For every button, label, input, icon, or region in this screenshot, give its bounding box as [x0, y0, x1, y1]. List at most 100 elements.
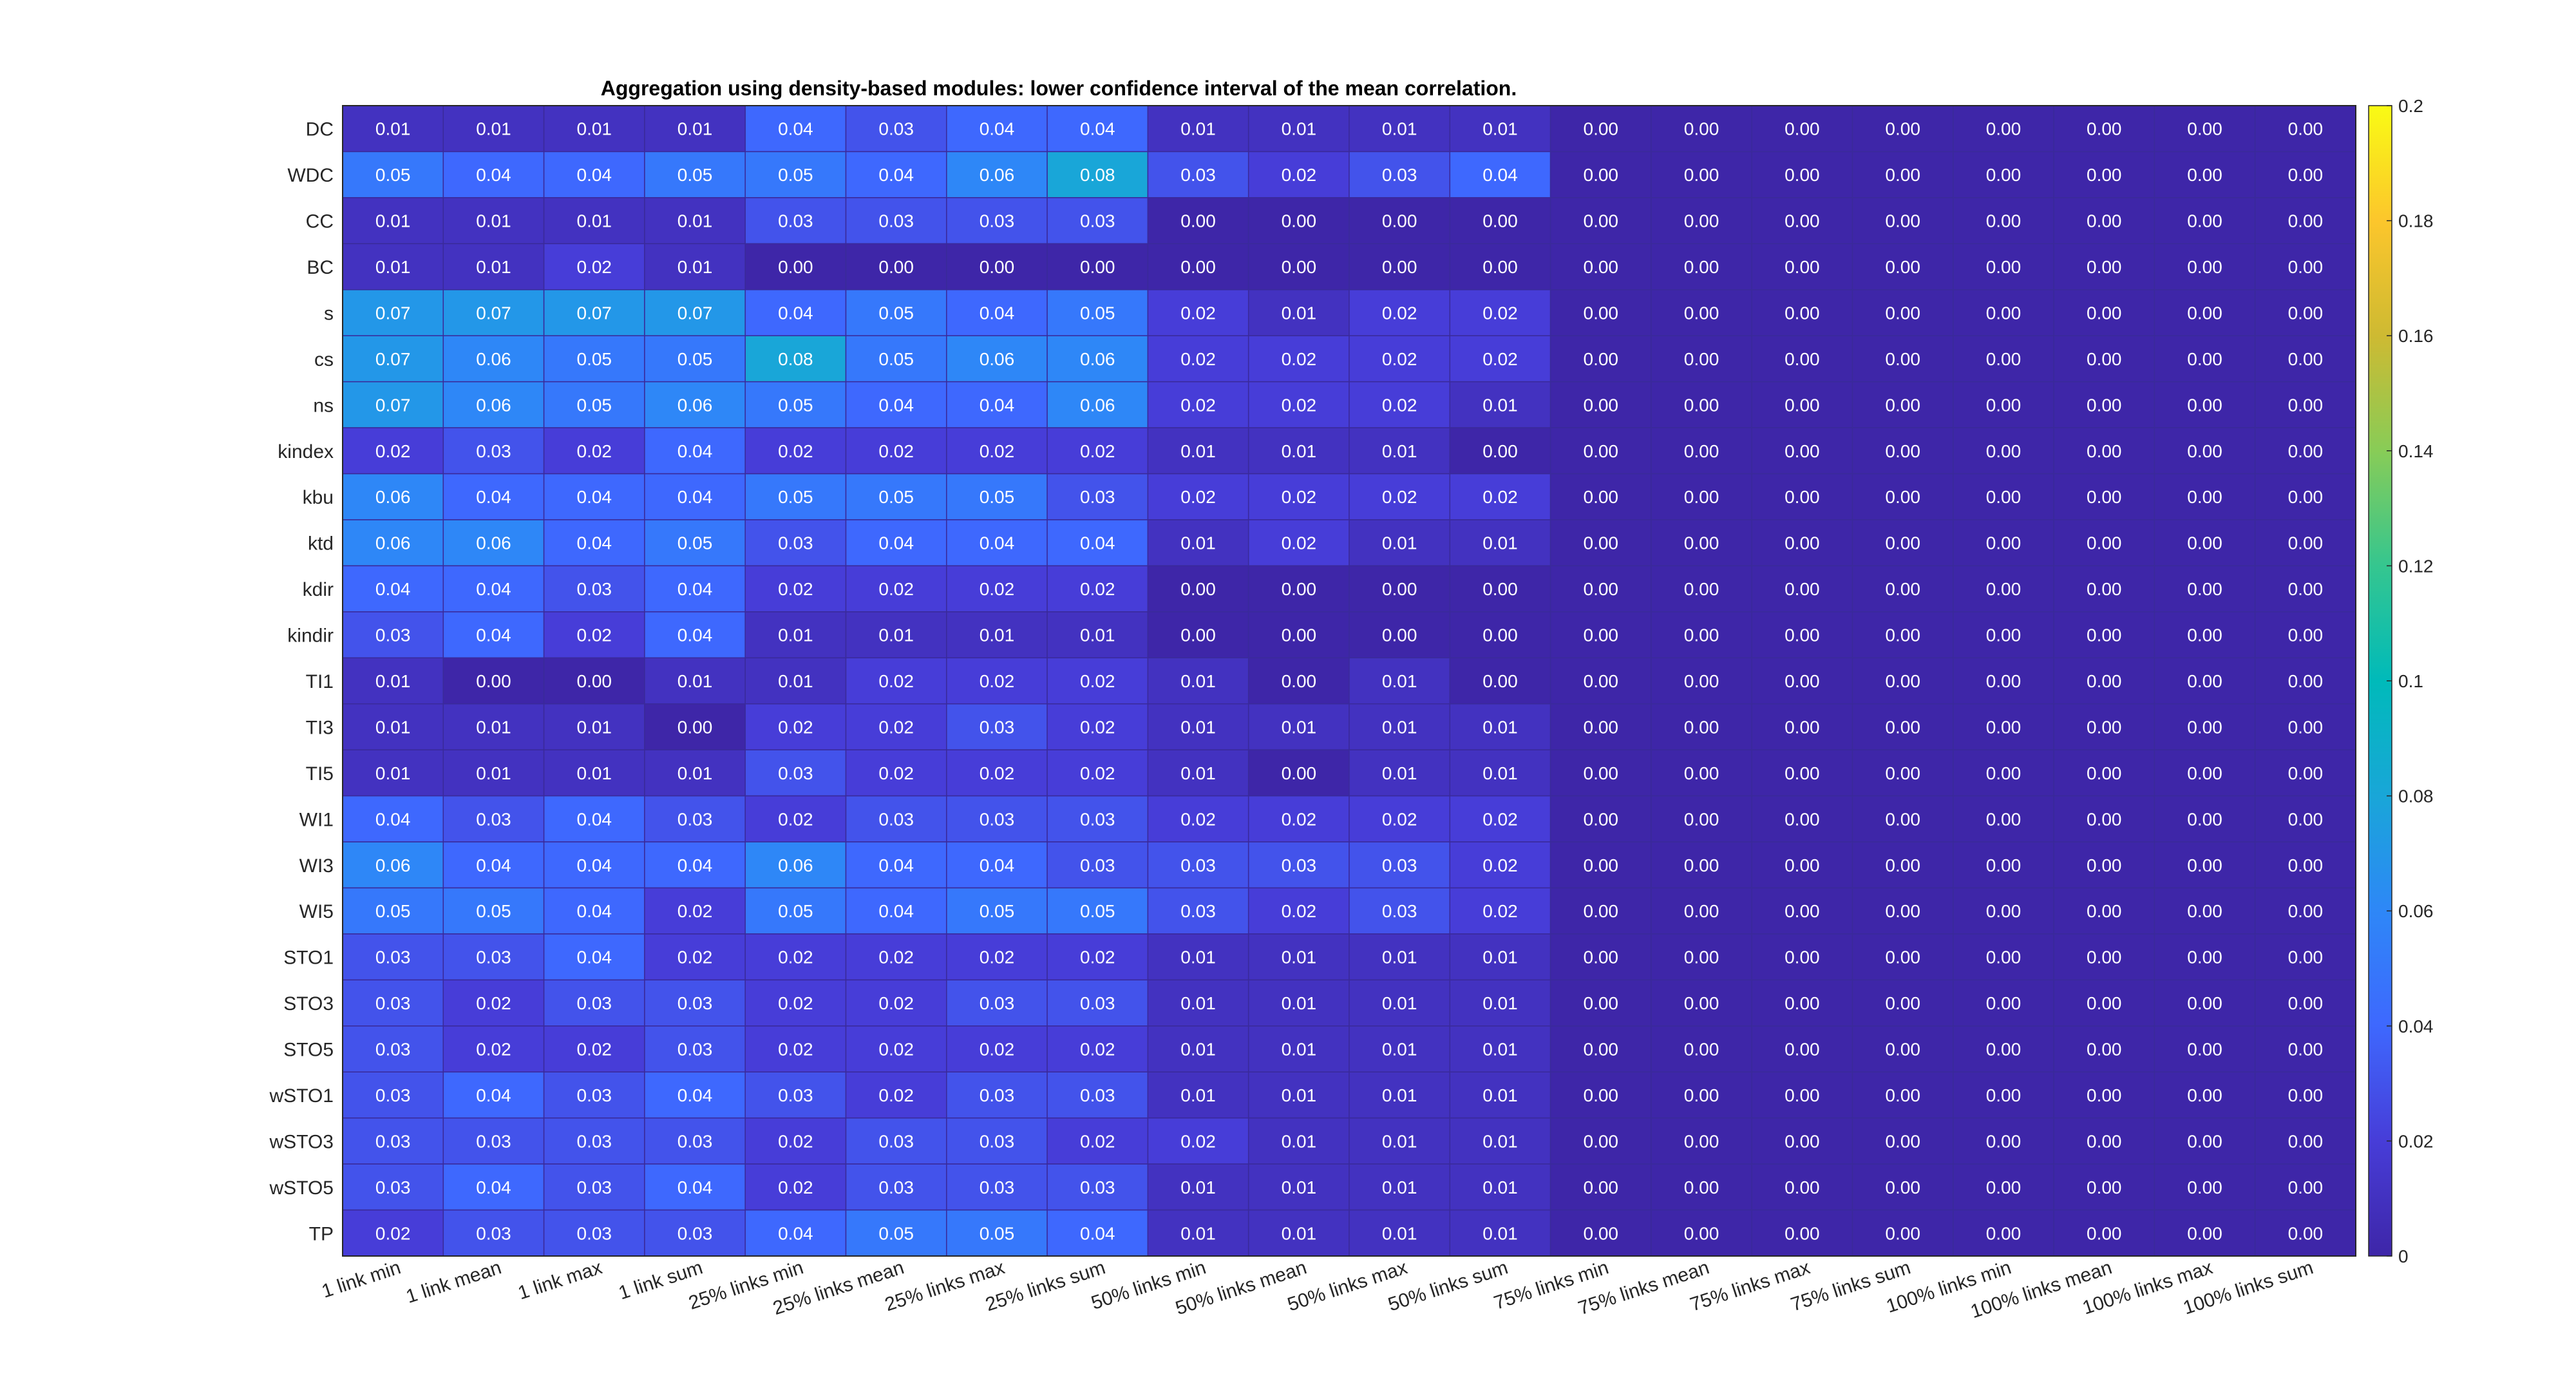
heatmap-cell	[1046, 427, 1149, 475]
heatmap-cell	[543, 1025, 645, 1072]
heatmap-cell	[1953, 1209, 2054, 1257]
cell-value-label: 0.00	[2187, 487, 2222, 507]
cell-value-label: 0.00	[1684, 763, 1719, 783]
heatmap-cell	[946, 1163, 1048, 1211]
cell-value-label: 0.00	[1684, 257, 1719, 277]
cell-value-label: 0.00	[1785, 533, 1820, 553]
cell-value-label: 0.03	[577, 1131, 612, 1151]
cell-value-label: 0.01	[1282, 1131, 1317, 1151]
heatmap-cell	[1751, 979, 1853, 1027]
heatmap-cell	[2254, 1209, 2356, 1257]
heatmap-cell	[1953, 795, 2054, 843]
cell-value-label: 0.03	[878, 809, 914, 829]
cell-value-label: 0.00	[1684, 1085, 1719, 1105]
heatmap-cell	[1651, 979, 1752, 1027]
heatmap-cell	[1651, 243, 1752, 290]
heatmap-cell	[1549, 887, 1652, 935]
heatmap-cell	[946, 151, 1048, 198]
heatmap-cell	[1953, 151, 2054, 198]
cell-value-label: 0.00	[1785, 395, 1820, 415]
heatmap-cell	[1651, 611, 1752, 659]
cell-value-label: 0.04	[980, 119, 1015, 139]
cell-value-label: 0.00	[2288, 855, 2324, 875]
cell-value-label: 0.00	[2288, 809, 2324, 829]
heatmap-cell	[1751, 519, 1853, 567]
cell-value-label: 0.02	[980, 441, 1015, 461]
heatmap-cell	[1549, 243, 1652, 290]
cell-value-label: 0.04	[980, 533, 1015, 553]
cell-value-label: 0.00	[1684, 1177, 1719, 1197]
cell-value-label: 0.04	[778, 1223, 813, 1243]
heatmap-cell	[1449, 381, 1551, 428]
heatmap-cell	[644, 749, 746, 797]
heatmap-cell	[2154, 105, 2256, 153]
cell-value-label: 0.00	[1684, 119, 1719, 139]
heatmap-cell	[845, 611, 947, 659]
heatmap-cell	[1046, 749, 1149, 797]
cell-value-label: 0.02	[1282, 533, 1317, 553]
heatmap-cell	[744, 611, 847, 659]
cell-value-label: 0.01	[1180, 717, 1216, 737]
heatmap-cell	[543, 887, 645, 935]
colorbar: 0 0.02 0.04 0.06 0.08 0.1 0.12 0.14 0.16 0.18 0.2	[2368, 96, 2434, 1266]
cell-value-label: 0.00	[1584, 763, 1619, 783]
row-label: ktd	[308, 533, 334, 555]
cell-value-label: 0.01	[1482, 717, 1518, 737]
row-label: WI5	[299, 901, 334, 922]
heatmap-cell	[845, 657, 947, 705]
cell-value-label: 0.01	[1282, 119, 1317, 139]
heatmap-cell	[2254, 565, 2356, 613]
heatmap-cell	[845, 427, 947, 475]
heatmap-cell	[845, 703, 947, 750]
heatmap-cell	[1852, 565, 1954, 613]
cell-value-label: 0.02	[980, 1040, 1015, 1060]
heatmap-cell	[2154, 473, 2256, 520]
heatmap-cell	[1449, 565, 1551, 613]
cell-value-label: 0.00	[2087, 671, 2122, 691]
cell-value-label: 0.04	[1080, 533, 1115, 553]
heatmap-cell	[1449, 1209, 1551, 1257]
heatmap-cell	[1147, 151, 1249, 198]
cell-value-label: 0.05	[778, 487, 813, 507]
heatmap-cell	[1147, 703, 1249, 750]
cell-value-label: 0.01	[1482, 1177, 1518, 1197]
cell-value-label: 0.00	[1785, 993, 1820, 1013]
heatmap-cell	[946, 473, 1048, 520]
cell-value-label: 0.01	[1482, 1040, 1518, 1060]
cell-value-label: 0.00	[2087, 257, 2122, 277]
row-label: wSTO3	[269, 1131, 334, 1152]
heatmap-cell	[543, 473, 645, 520]
cell-value-label: 0.07	[677, 303, 713, 323]
heatmap-cell	[1751, 473, 1853, 520]
cell-value-label: 0.00	[2187, 671, 2222, 691]
cell-value-label: 0.00	[2288, 303, 2324, 323]
cell-value-label: 0.00	[1885, 717, 1920, 737]
heatmap-cell	[2053, 1209, 2155, 1257]
heatmap-cell	[946, 197, 1048, 245]
cell-value-label: 0.00	[1885, 1131, 1920, 1151]
heatmap-cell	[442, 1209, 545, 1257]
cell-value-label: 0.02	[778, 579, 813, 599]
heatmap-cell	[1449, 335, 1551, 383]
colorbar-tick-label: 0.12	[2398, 556, 2434, 576]
heatmap-cell	[442, 381, 545, 428]
cell-value-label: 0.00	[2187, 901, 2222, 921]
heatmap-cell	[1449, 795, 1551, 843]
cell-value-label: 0.00	[1885, 1085, 1920, 1105]
heatmap-cell	[442, 197, 545, 245]
colorbar-tick-label: 0.06	[2398, 901, 2434, 921]
cell-value-label: 0.00	[2087, 717, 2122, 737]
heatmap-cell	[644, 381, 746, 428]
cell-value-label: 0.00	[1684, 809, 1719, 829]
cell-value-label: 0.00	[1584, 1131, 1619, 1151]
heatmap-cell	[1449, 243, 1551, 290]
heatmap-cell	[1651, 519, 1752, 567]
cell-value-label: 0.00	[1382, 257, 1417, 277]
cell-value-label: 0.02	[1282, 901, 1317, 921]
heatmap-cell	[845, 1025, 947, 1072]
cell-value-label: 0.00	[1785, 763, 1820, 783]
cell-value-label: 0.02	[476, 1040, 511, 1060]
heatmap-cell	[2254, 933, 2356, 981]
cell-value-label: 0.01	[1282, 1223, 1317, 1243]
cell-value-label: 0.06	[375, 533, 411, 553]
